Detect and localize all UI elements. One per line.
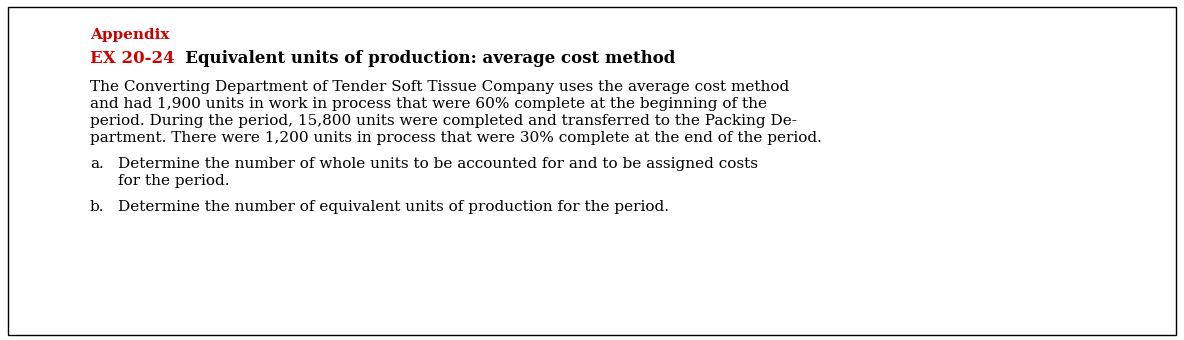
Text: The Converting Department of Tender Soft Tissue Company uses the average cost me: The Converting Department of Tender Soft… [90,80,790,94]
Text: for the period.: for the period. [118,174,230,188]
Text: a.: a. [90,157,104,171]
Text: b.: b. [90,200,104,214]
Text: period. During the period, 15,800 units were completed and transferred to the Pa: period. During the period, 15,800 units … [90,114,797,128]
Text: Equivalent units of production: average cost method: Equivalent units of production: average … [168,50,675,67]
Text: Appendix: Appendix [90,28,169,42]
Text: partment. There were 1,200 units in process that were 30% complete at the end of: partment. There were 1,200 units in proc… [90,131,822,145]
Text: Determine the number of whole units to be accounted for and to be assigned costs: Determine the number of whole units to b… [118,157,758,171]
Text: Determine the number of equivalent units of production for the period.: Determine the number of equivalent units… [118,200,669,214]
Text: EX 20-24: EX 20-24 [90,50,174,67]
Text: and had 1,900 units in work in process that were 60% complete at the beginning o: and had 1,900 units in work in process t… [90,97,767,111]
